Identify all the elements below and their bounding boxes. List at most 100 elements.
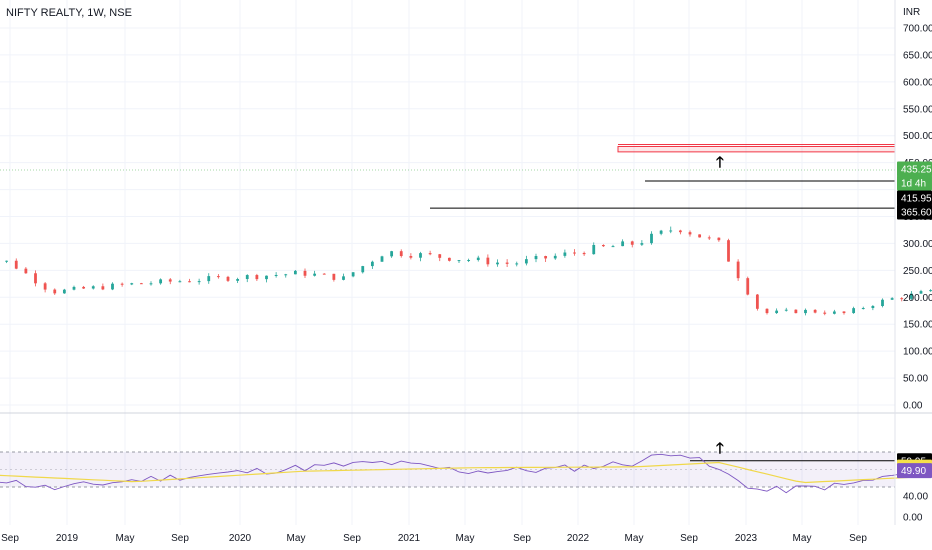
level-lines — [0, 143, 896, 488]
y-tick-label: 650.00 — [903, 50, 932, 61]
candle-up — [130, 283, 134, 285]
candle-up — [245, 275, 249, 280]
x-tick-label: May — [116, 533, 135, 544]
candle-up — [611, 246, 615, 248]
candle-down — [688, 232, 692, 235]
candle-down — [717, 237, 721, 241]
candle-down — [794, 309, 798, 314]
candle-down — [486, 257, 490, 265]
y-tick-label: 500.00 — [903, 131, 932, 142]
candle-up — [919, 291, 923, 294]
candle-up — [534, 256, 538, 260]
last-price-label: 435.25 — [901, 165, 932, 176]
candle-up — [62, 289, 66, 294]
x-tick-label: Sep — [171, 533, 189, 544]
candle-up — [236, 279, 240, 281]
x-tick-label: Sep — [849, 533, 867, 544]
y-tick-label: 700.00 — [903, 24, 932, 35]
y-tick-label: 600.00 — [903, 77, 932, 88]
last-price-label-bg — [897, 161, 932, 177]
candle-up — [640, 243, 644, 245]
candle-down — [82, 286, 86, 289]
rsi-tick-label: 40.00 — [903, 491, 928, 502]
x-tick-label: Sep — [513, 533, 531, 544]
up-arrow-icon: 🡑 — [716, 154, 724, 171]
candle-up — [563, 252, 567, 256]
rsi-ma-line — [0, 461, 932, 484]
candle-up — [929, 290, 932, 292]
candle-up — [659, 230, 663, 234]
resistance-zone — [617, 145, 896, 153]
currency-label: INR — [903, 7, 921, 18]
x-tick-label: 2023 — [735, 533, 758, 544]
candle-up — [72, 286, 76, 290]
x-tick-label: May — [287, 533, 306, 544]
candle-up — [111, 283, 114, 290]
up-arrow-icon: 🡑 — [716, 440, 724, 457]
candle-down — [24, 268, 28, 274]
candle-up — [380, 256, 384, 262]
x-tick-label: 2020 — [229, 533, 252, 544]
candle-up — [476, 257, 480, 261]
candle-down — [409, 256, 413, 258]
x-tick-label: May — [793, 533, 812, 544]
y-tick-label: 100.00 — [903, 347, 932, 358]
candle-up — [149, 283, 153, 285]
candle-up — [91, 286, 95, 289]
candle-down — [216, 276, 220, 278]
candle-up — [457, 260, 461, 262]
rsi-line — [0, 453, 932, 494]
candle-up — [650, 233, 653, 244]
rsi-value-label: 49.90 — [901, 466, 926, 477]
candle-down — [53, 289, 57, 294]
rsi-value-label-bg — [897, 463, 932, 479]
candle-up — [284, 274, 288, 276]
level-label-bg — [897, 204, 932, 220]
candle-up — [467, 260, 471, 262]
y-tick-label: 0.00 — [903, 401, 923, 412]
candle-down — [168, 279, 172, 282]
candle-down — [736, 261, 740, 279]
countdown-label-bg — [897, 175, 932, 191]
candle-down — [746, 278, 750, 295]
countdown-label: 1d 4h — [901, 179, 926, 190]
level-label: 365.60 — [901, 208, 932, 219]
candle-up — [274, 274, 278, 276]
candle-up — [592, 244, 596, 255]
candle-up — [890, 298, 894, 300]
candle-up — [804, 309, 807, 314]
y-tick-label: 250.00 — [903, 266, 932, 277]
chart-title: NIFTY REALTY, 1W, NSE — [6, 7, 132, 19]
candle-down — [14, 260, 18, 269]
candle-down — [765, 308, 769, 314]
candle-down — [399, 251, 403, 257]
candle-up — [159, 279, 163, 284]
candle-down — [139, 283, 143, 285]
candle-down — [601, 244, 605, 247]
candle-down — [34, 273, 37, 284]
candle-up — [342, 276, 345, 280]
x-tick-label: 2022 — [567, 533, 590, 544]
y-tick-label: 50.00 — [903, 374, 928, 385]
x-tick-label: 2019 — [56, 533, 79, 544]
candle-up — [832, 311, 836, 314]
candle-up — [852, 308, 856, 314]
candle-down — [755, 294, 759, 309]
candle-down — [698, 234, 702, 238]
grid-lines — [0, 0, 932, 525]
candle-down — [255, 275, 259, 280]
candle-up — [5, 260, 9, 262]
candle-up — [909, 293, 913, 299]
candle-down — [544, 256, 548, 259]
candle-up — [313, 273, 317, 276]
candle-down — [188, 281, 191, 283]
candle-down — [447, 257, 451, 261]
candle-down — [842, 311, 846, 314]
level-label: 415.95 — [901, 194, 932, 205]
candle-down — [678, 230, 682, 233]
candle-up — [207, 276, 211, 282]
candle-down — [332, 273, 336, 280]
candle-up — [361, 266, 365, 273]
